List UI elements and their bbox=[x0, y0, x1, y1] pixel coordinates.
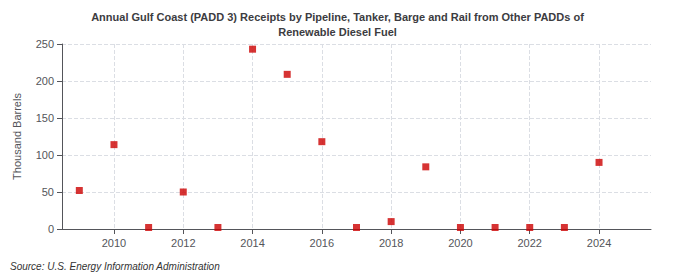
svg-text:50: 50 bbox=[42, 186, 54, 198]
svg-text:Thousand Barrels: Thousand Barrels bbox=[11, 93, 23, 180]
svg-text:2012: 2012 bbox=[171, 237, 195, 249]
svg-text:2018: 2018 bbox=[379, 237, 403, 249]
svg-text:2020: 2020 bbox=[448, 237, 472, 249]
svg-text:100: 100 bbox=[36, 149, 54, 161]
svg-text:Source: U.S. Energy Informatio: Source: U.S. Energy Information Administ… bbox=[10, 261, 220, 272]
svg-text:2010: 2010 bbox=[102, 237, 126, 249]
svg-text:2016: 2016 bbox=[310, 237, 334, 249]
svg-text:200: 200 bbox=[36, 75, 54, 87]
svg-text:2022: 2022 bbox=[517, 237, 541, 249]
svg-text:2014: 2014 bbox=[240, 237, 264, 249]
svg-text:Renewable Diesel Fuel: Renewable Diesel Fuel bbox=[278, 26, 397, 38]
svg-text:Annual Gulf Coast (PADD 3) Rec: Annual Gulf Coast (PADD 3) Receipts by P… bbox=[91, 11, 584, 23]
svg-text:250: 250 bbox=[36, 38, 54, 50]
svg-text:150: 150 bbox=[36, 112, 54, 124]
svg-text:0: 0 bbox=[48, 223, 54, 235]
svg-text:2024: 2024 bbox=[587, 237, 611, 249]
